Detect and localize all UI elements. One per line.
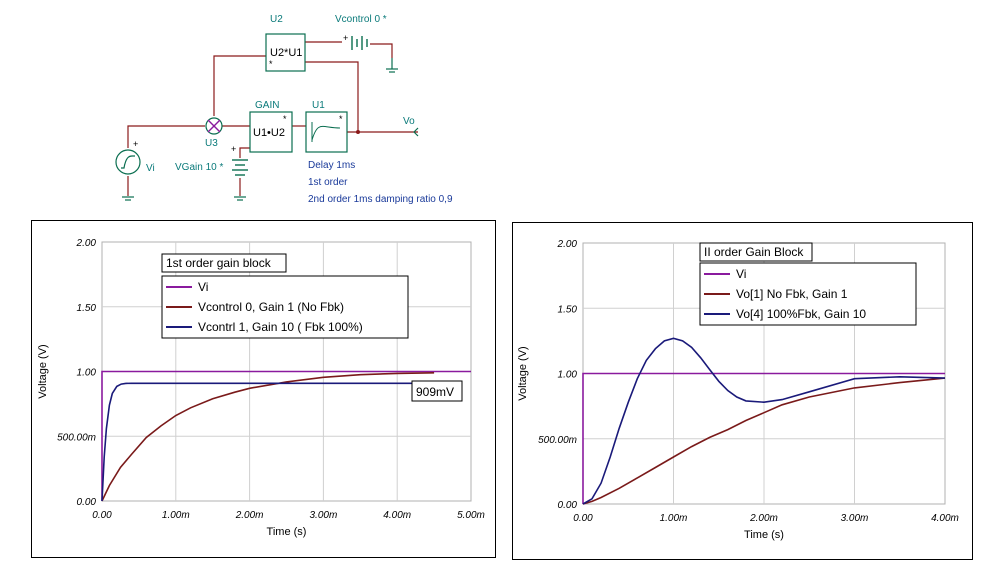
y-axis-label: Voltage (V) [517, 346, 529, 400]
legend-box [161, 275, 409, 339]
x-tick-label: 0.00 [573, 513, 593, 524]
legend-entry: Vo[1] No Fbk, Gain 1 [736, 287, 848, 301]
y-tick-label: 0.00 [558, 500, 578, 511]
y-tick-label: 1.00 [77, 368, 97, 379]
u1-ref: U1 [312, 100, 325, 111]
chart-second-order: 0.00 1.00m 2.00m 3.00m 4.00m 0.00 500.00m 1.00 1… [512, 222, 973, 560]
x-tick-label: 3.00m [310, 510, 338, 521]
y-tick-label: 1.50 [558, 304, 578, 315]
vo-terminal-icon[interactable] [413, 127, 419, 137]
legend-entry: Vi [198, 280, 208, 294]
series-line-2 [101, 372, 435, 502]
u2-expr: U2*U1 [270, 47, 302, 59]
vcontrol-plus: + [343, 33, 348, 43]
note-second-order: 2nd order 1ms damping ratio 0,9 [308, 194, 453, 205]
y-tick-label: 2.00 [76, 238, 97, 249]
vcontrol-battery[interactable] [351, 36, 368, 50]
annotation-box [411, 380, 463, 402]
vgain-battery[interactable] [232, 159, 248, 176]
note-first-order: 1st order [308, 177, 348, 188]
legend-entry: Vcontrol 0, Gain 1 (No Fbk) [198, 300, 344, 314]
u2-star: * [269, 59, 273, 69]
legend-entry: Vo[4] 100%Fbk, Gain 10 [736, 307, 866, 321]
legend-box [699, 262, 917, 326]
ground-symbols [122, 58, 398, 201]
junction-node [356, 130, 360, 134]
x-axis-label: Time (s) [267, 526, 307, 538]
y-tick-label: 0.00 [77, 497, 97, 508]
x-tick-label: 0.00 [92, 510, 112, 521]
x-axis-label: Time (s) [744, 529, 784, 541]
series-line-2 [582, 377, 946, 505]
plot-area: 0.00 1.00m 2.00m 3.00m 4.00m 5.00m 0.00 500.00m… [37, 238, 485, 538]
vgain-plus: + [231, 144, 236, 154]
u1-star: * [339, 114, 343, 124]
series-line-1 [582, 372, 945, 504]
y-tick-label: 1.00 [558, 370, 578, 381]
vcontrol-label: Vcontrol 0 * [335, 14, 387, 25]
gain-expr: U1•U2 [253, 127, 285, 139]
vo-label: Vo [403, 116, 415, 127]
chart-title-box [699, 242, 813, 262]
series-line-1 [101, 370, 471, 501]
x-tick-label: 4.00m [931, 513, 959, 524]
circuit-schematic: U2 U2*U1 * Vcontrol 0 * + U3 GAIN U1•U2 … [115, 14, 453, 205]
vi-label: Vi [146, 163, 155, 174]
x-tick-label: 5.00m [457, 510, 485, 521]
plot-area: 0.00 1.00m 2.00m 3.00m 4.00m 0.00 500.00m 1.00 1… [517, 239, 959, 541]
x-tick-label: 1.00m [660, 513, 688, 524]
chart-first-order: 0.00 1.00m 2.00m 3.00m 4.00m 5.00m 0.00 500.00m… [31, 220, 496, 558]
x-tick-label: 3.00m [841, 513, 869, 524]
vgain-label: VGain 10 * [175, 162, 223, 173]
y-tick-label: 1.50 [77, 303, 97, 314]
x-tick-label: 1.00m [162, 510, 190, 521]
chart-title-box [161, 253, 287, 273]
x-tick-label: 2.00m [749, 513, 778, 524]
chart-title: 1st order gain block [166, 256, 272, 270]
series-line-3 [582, 337, 946, 505]
y-tick-label: 500.00m [538, 435, 577, 446]
y-axis-label: Voltage (V) [37, 344, 49, 398]
gain-block[interactable] [249, 111, 293, 153]
step-source-icon [121, 155, 135, 169]
u2-block[interactable] [265, 33, 306, 72]
y-tick-label: 500.00m [57, 432, 96, 443]
step-response-icon [311, 122, 341, 142]
schematic-wires [127, 41, 418, 196]
legend-entry: Vi [736, 267, 746, 281]
x-tick-label: 2.00m [235, 510, 264, 521]
gain-title: GAIN [255, 100, 279, 111]
u1-block[interactable] [305, 111, 348, 153]
u3-ref: U3 [205, 138, 218, 149]
series-line-3 [101, 382, 420, 502]
legend: 1st order gain block Vi Vcontrol 0, Gain 1… [161, 253, 463, 402]
note-delay: Delay 1ms [308, 160, 355, 171]
gain-star: * [283, 114, 287, 124]
vi-plus: + [133, 139, 138, 149]
legend-entry: Vcontrl 1, Gain 10 ( Fbk 100%) [198, 320, 363, 334]
x-tick-label: 4.00m [383, 510, 411, 521]
annotation-label: 909mV [416, 385, 454, 399]
u3-summer[interactable] [205, 117, 223, 135]
y-tick-label: 2.00 [557, 239, 578, 250]
chart-title: II order Gain Block [704, 245, 804, 259]
legend: II order Gain Block Vi Vo[1] No Fbk, Gain … [699, 242, 917, 326]
vi-source[interactable] [115, 149, 141, 175]
u2-ref: U2 [270, 14, 283, 25]
